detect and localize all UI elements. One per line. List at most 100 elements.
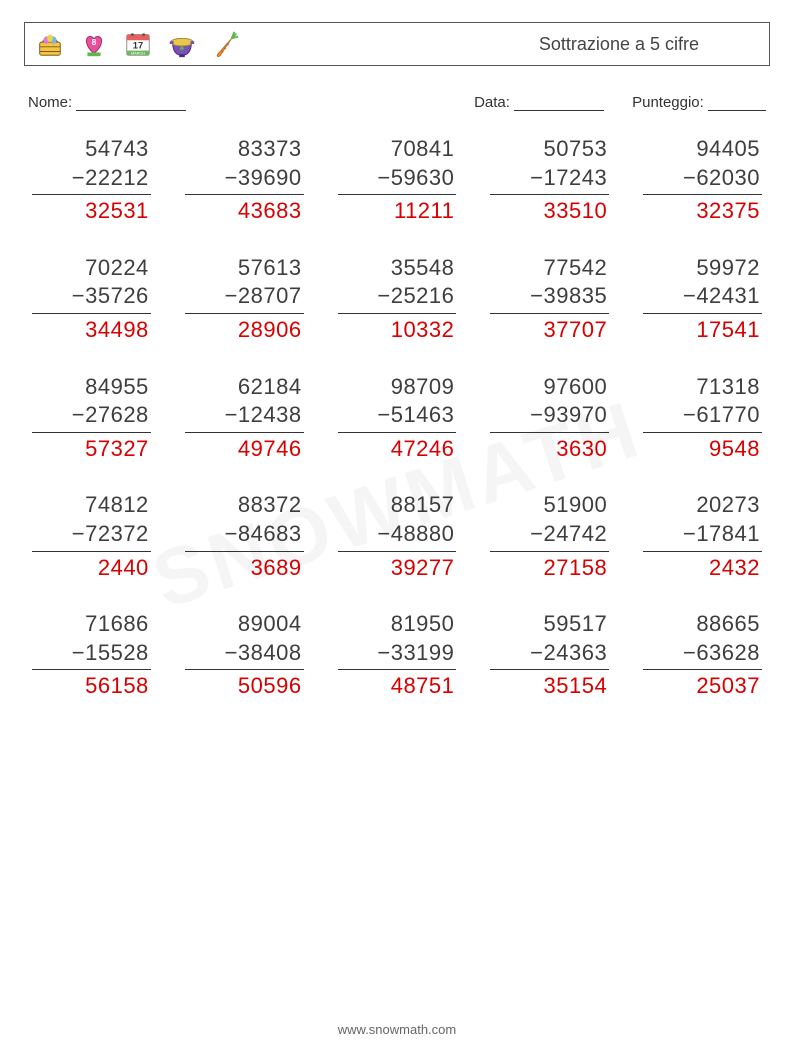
answer: 32375 bbox=[643, 195, 762, 226]
answer: 43683 bbox=[185, 195, 304, 226]
subtrahend: −39690 bbox=[185, 164, 304, 196]
basket-icon bbox=[35, 29, 65, 59]
subtrahend: −61770 bbox=[643, 401, 762, 433]
subtrahend: −39835 bbox=[490, 282, 609, 314]
answer: 2440 bbox=[32, 552, 151, 583]
answer: 25037 bbox=[643, 670, 762, 701]
problems-grid: 54743−2221232531 83373−3969043683 70841−59… bbox=[24, 135, 770, 701]
minuend: 70841 bbox=[338, 135, 457, 164]
minuend: 59517 bbox=[490, 610, 609, 639]
subtrahend: −84683 bbox=[185, 520, 304, 552]
minuend: 71686 bbox=[32, 610, 151, 639]
problem: 77542−3983537707 bbox=[490, 254, 609, 345]
problem: 51900−2474227158 bbox=[490, 491, 609, 582]
subtrahend: −48880 bbox=[338, 520, 457, 552]
problem: 57613−2870728906 bbox=[185, 254, 304, 345]
problem: 88157−4888039277 bbox=[338, 491, 457, 582]
header-icons: 8 17MARCH ♣ bbox=[35, 29, 241, 59]
minuend: 54743 bbox=[32, 135, 151, 164]
problem: 70224−3572634498 bbox=[32, 254, 151, 345]
problem: 59972−4243117541 bbox=[643, 254, 762, 345]
header-box: 8 17MARCH ♣ Sottrazione a 5 cifre bbox=[24, 22, 770, 66]
calendar-icon: 17MARCH bbox=[123, 29, 153, 59]
subtrahend: −93970 bbox=[490, 401, 609, 433]
name-field: Nome: bbox=[28, 94, 186, 111]
answer: 47246 bbox=[338, 433, 457, 464]
subtrahend: −33199 bbox=[338, 639, 457, 671]
svg-text:8: 8 bbox=[92, 37, 97, 47]
minuend: 89004 bbox=[185, 610, 304, 639]
problem: 88372−846833689 bbox=[185, 491, 304, 582]
minuend: 50753 bbox=[490, 135, 609, 164]
footer-url: www.snowmath.com bbox=[0, 1022, 794, 1037]
minuend: 51900 bbox=[490, 491, 609, 520]
score-label: Punteggio: bbox=[632, 94, 704, 111]
minuend: 77542 bbox=[490, 254, 609, 283]
problem: 94405−6203032375 bbox=[643, 135, 762, 226]
minuend: 84955 bbox=[32, 373, 151, 402]
problem: 98709−5146347246 bbox=[338, 373, 457, 464]
answer: 11211 bbox=[338, 195, 457, 226]
subtrahend: −27628 bbox=[32, 401, 151, 433]
svg-text:MARCH: MARCH bbox=[131, 51, 145, 55]
minuend: 62184 bbox=[185, 373, 304, 402]
problem: 89004−3840850596 bbox=[185, 610, 304, 701]
problem: 59517−2436335154 bbox=[490, 610, 609, 701]
minuend: 57613 bbox=[185, 254, 304, 283]
subtrahend: −59630 bbox=[338, 164, 457, 196]
subtrahend: −63628 bbox=[643, 639, 762, 671]
answer: 3630 bbox=[490, 433, 609, 464]
worksheet-title: Sottrazione a 5 cifre bbox=[539, 34, 759, 55]
answer: 27158 bbox=[490, 552, 609, 583]
minuend: 71318 bbox=[643, 373, 762, 402]
problem: 35548−2521610332 bbox=[338, 254, 457, 345]
worksheet-page: 8 17MARCH ♣ Sottrazione a 5 cifre Nome: … bbox=[0, 0, 794, 701]
subtrahend: −24742 bbox=[490, 520, 609, 552]
subtrahend: −28707 bbox=[185, 282, 304, 314]
problem: 54743−2221232531 bbox=[32, 135, 151, 226]
problem: 20273−178412432 bbox=[643, 491, 762, 582]
name-label: Nome: bbox=[28, 94, 72, 111]
answer: 56158 bbox=[32, 670, 151, 701]
subtrahend: −12438 bbox=[185, 401, 304, 433]
answer: 57327 bbox=[32, 433, 151, 464]
date-blank bbox=[514, 95, 604, 111]
subtrahend: −24363 bbox=[490, 639, 609, 671]
minuend: 83373 bbox=[185, 135, 304, 164]
problem: 88665−6362825037 bbox=[643, 610, 762, 701]
answer: 37707 bbox=[490, 314, 609, 345]
subtrahend: −72372 bbox=[32, 520, 151, 552]
subtrahend: −15528 bbox=[32, 639, 151, 671]
minuend: 20273 bbox=[643, 491, 762, 520]
subtrahend: −42431 bbox=[643, 282, 762, 314]
subtrahend: −17841 bbox=[643, 520, 762, 552]
answer: 32531 bbox=[32, 195, 151, 226]
answer: 9548 bbox=[643, 433, 762, 464]
answer: 50596 bbox=[185, 670, 304, 701]
subtrahend: −51463 bbox=[338, 401, 457, 433]
problem: 84955−2762857327 bbox=[32, 373, 151, 464]
answer: 35154 bbox=[490, 670, 609, 701]
answer: 48751 bbox=[338, 670, 457, 701]
problem: 81950−3319948751 bbox=[338, 610, 457, 701]
answer: 17541 bbox=[643, 314, 762, 345]
answer: 28906 bbox=[185, 314, 304, 345]
date-field: Data: bbox=[474, 94, 604, 111]
answer: 39277 bbox=[338, 552, 457, 583]
subtrahend: −25216 bbox=[338, 282, 457, 314]
score-blank bbox=[708, 95, 766, 111]
carrot-icon bbox=[211, 29, 241, 59]
minuend: 81950 bbox=[338, 610, 457, 639]
problem: 71318−617709548 bbox=[643, 373, 762, 464]
answer: 2432 bbox=[643, 552, 762, 583]
minuend: 59972 bbox=[643, 254, 762, 283]
minuend: 88665 bbox=[643, 610, 762, 639]
minuend: 97600 bbox=[490, 373, 609, 402]
subtrahend: −62030 bbox=[643, 164, 762, 196]
minuend: 70224 bbox=[32, 254, 151, 283]
problem: 62184−1243849746 bbox=[185, 373, 304, 464]
heart-icon: 8 bbox=[79, 29, 109, 59]
answer: 34498 bbox=[32, 314, 151, 345]
pot-icon: ♣ bbox=[167, 29, 197, 59]
subtrahend: −22212 bbox=[32, 164, 151, 196]
